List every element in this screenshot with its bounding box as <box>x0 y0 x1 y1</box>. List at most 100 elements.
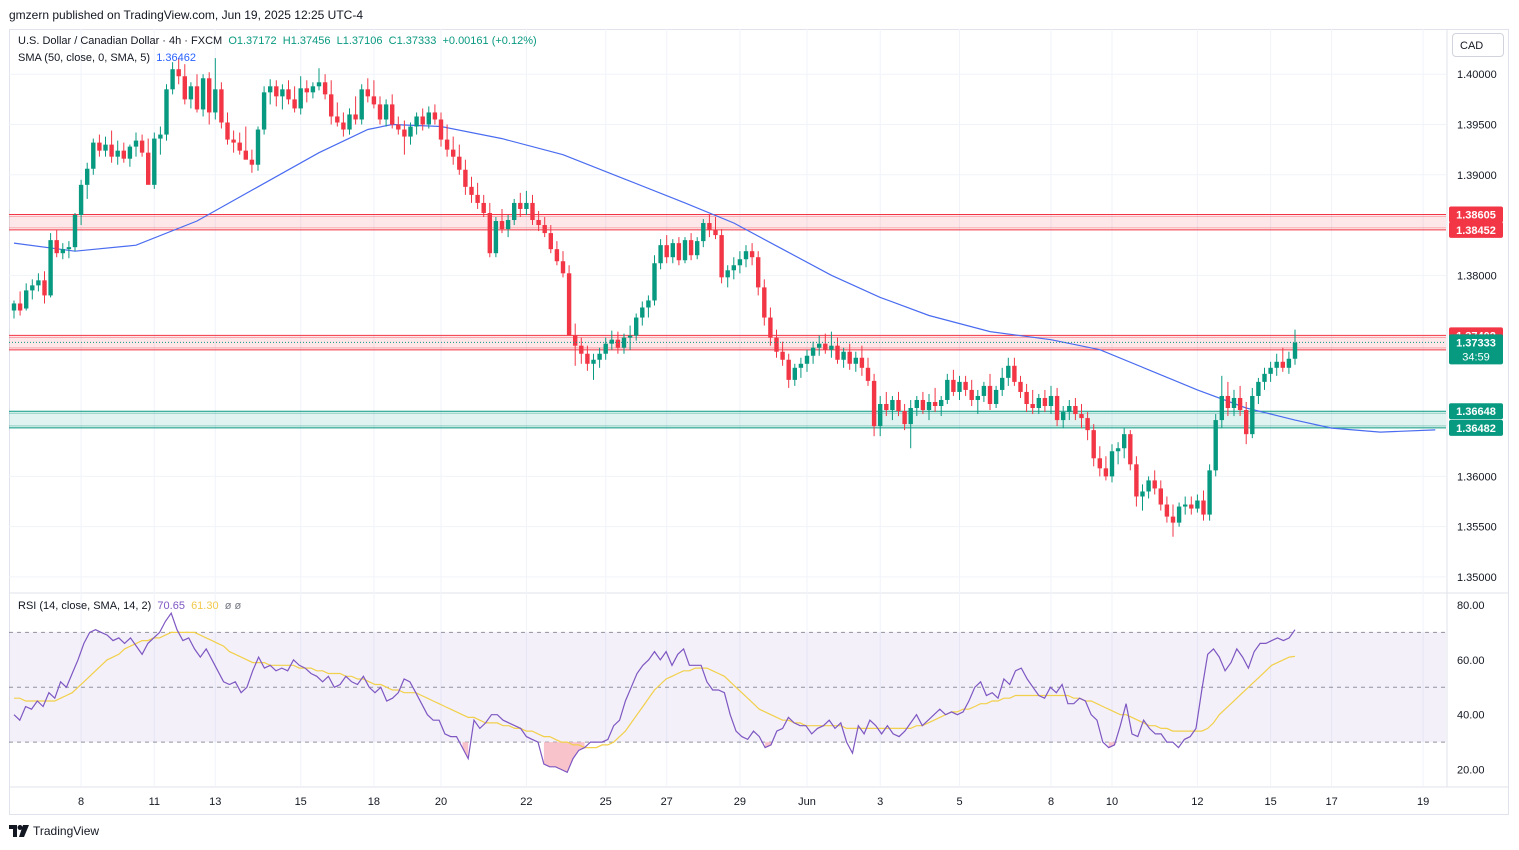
candle-up[interactable] <box>158 134 163 139</box>
candle-up[interactable] <box>91 142 96 169</box>
candle-down[interactable] <box>237 142 242 151</box>
candle-up[interactable] <box>310 86 316 93</box>
candle-down[interactable] <box>475 194 480 203</box>
candle-up[interactable] <box>261 92 267 130</box>
candle-down[interactable] <box>365 89 370 97</box>
candle-down[interactable] <box>530 202 535 221</box>
candle-down[interactable] <box>109 144 114 157</box>
candle-down[interactable] <box>1030 403 1035 409</box>
candle-down[interactable] <box>987 385 993 404</box>
candle-down[interactable] <box>1134 464 1139 497</box>
candle-up[interactable] <box>1268 367 1273 374</box>
candle-down[interactable] <box>335 116 340 123</box>
candle-up[interactable] <box>1262 373 1267 382</box>
candle-down[interactable] <box>1164 504 1170 517</box>
candle-down[interactable] <box>469 186 474 195</box>
candle-down[interactable] <box>304 88 309 93</box>
candle-up[interactable] <box>878 403 883 427</box>
candle-up[interactable] <box>60 249 65 254</box>
candle-down[interactable] <box>688 240 694 256</box>
candle-down[interactable] <box>1244 410 1249 435</box>
candle-down[interactable] <box>420 116 425 125</box>
rsi-label[interactable]: RSI (14, close, SMA, 14, 2) <box>18 600 152 612</box>
candle-down[interactable] <box>371 96 377 105</box>
candle-down[interactable] <box>207 78 212 113</box>
candle-down[interactable] <box>719 235 724 278</box>
candle-down[interactable] <box>774 337 779 352</box>
candle-down[interactable] <box>865 367 871 381</box>
candle-down[interactable] <box>566 273 572 336</box>
candle-down[interactable] <box>1189 504 1194 509</box>
candle-up[interactable] <box>853 357 858 364</box>
candle-up[interactable] <box>512 202 517 221</box>
symbol-label[interactable]: U.S. Dollar / Canadian Dollar · 4h · FXC… <box>18 35 223 47</box>
candle-down[interactable] <box>1012 365 1017 382</box>
candle-down[interactable] <box>329 94 334 117</box>
candle-up[interactable] <box>957 381 962 392</box>
candle-up[interactable] <box>298 88 303 109</box>
candle-up[interactable] <box>66 247 72 250</box>
candle-down[interactable] <box>615 339 621 348</box>
candle-up[interactable] <box>725 270 730 278</box>
resistance-zone[interactable] <box>9 335 1446 350</box>
candle-down[interactable] <box>786 359 791 380</box>
candle-up[interactable] <box>804 355 810 364</box>
candle-up[interactable] <box>1061 412 1066 421</box>
candle-down[interactable] <box>1170 516 1176 523</box>
candle-down[interactable] <box>243 150 248 160</box>
candle-up[interactable] <box>72 214 78 248</box>
candle-up[interactable] <box>658 245 663 264</box>
candle-up[interactable] <box>640 307 645 318</box>
candle-up[interactable] <box>200 78 206 110</box>
candle-down[interactable] <box>42 280 47 296</box>
candle-up[interactable] <box>939 399 944 407</box>
candle-down[interactable] <box>286 89 291 100</box>
candle-up[interactable] <box>1006 365 1011 378</box>
candle-up[interactable] <box>268 86 273 93</box>
candle-down[interactable] <box>146 152 151 185</box>
candle-up[interactable] <box>627 335 633 338</box>
candle-up[interactable] <box>103 144 108 151</box>
candle-down[interactable] <box>713 230 718 236</box>
candle-up[interactable] <box>280 89 285 97</box>
candle-down[interactable] <box>1091 430 1096 459</box>
candle-up[interactable] <box>737 259 743 266</box>
candle-up[interactable] <box>1195 500 1200 509</box>
candle-down[interactable] <box>884 403 889 411</box>
candle-down[interactable] <box>194 86 200 110</box>
candle-down[interactable] <box>274 86 279 97</box>
candle-up[interactable] <box>127 146 133 159</box>
candle-up[interactable] <box>1231 397 1237 409</box>
candle-down[interactable] <box>219 89 224 123</box>
candle-down[interactable] <box>499 221 505 230</box>
candle-up[interactable] <box>743 251 749 260</box>
candle-down[interactable] <box>573 335 578 346</box>
candle-up[interactable] <box>798 363 804 368</box>
candle-down[interactable] <box>139 140 145 153</box>
candle-up[interactable] <box>829 345 834 350</box>
candle-up[interactable] <box>408 126 413 137</box>
candle-up[interactable] <box>414 116 419 127</box>
candle-up[interactable] <box>426 112 431 125</box>
candle-up[interactable] <box>841 351 846 360</box>
candle-up[interactable] <box>1250 395 1255 435</box>
candle-up[interactable] <box>890 399 895 411</box>
candle-down[interactable] <box>176 69 181 77</box>
candle-down[interactable] <box>548 233 553 250</box>
candle-down[interactable] <box>402 129 407 137</box>
candle-down[interactable] <box>585 353 590 364</box>
candle-down[interactable] <box>487 212 492 254</box>
candle-up[interactable] <box>316 82 322 87</box>
candle-up[interactable] <box>48 240 53 296</box>
candle-down[interactable] <box>1018 381 1023 392</box>
candle-up[interactable] <box>359 89 364 120</box>
candle-up[interactable] <box>152 138 157 185</box>
sma-label[interactable]: SMA (50, close, 0, SMA, 5) <box>18 52 151 64</box>
candle-up[interactable] <box>1207 470 1212 515</box>
candle-down[interactable] <box>859 357 865 368</box>
candle-up[interactable] <box>493 221 499 254</box>
candle-up[interactable] <box>383 104 389 120</box>
resistance-zone[interactable] <box>9 214 1446 230</box>
candle-down[interactable] <box>231 139 236 143</box>
candle-down[interactable] <box>1079 414 1084 419</box>
